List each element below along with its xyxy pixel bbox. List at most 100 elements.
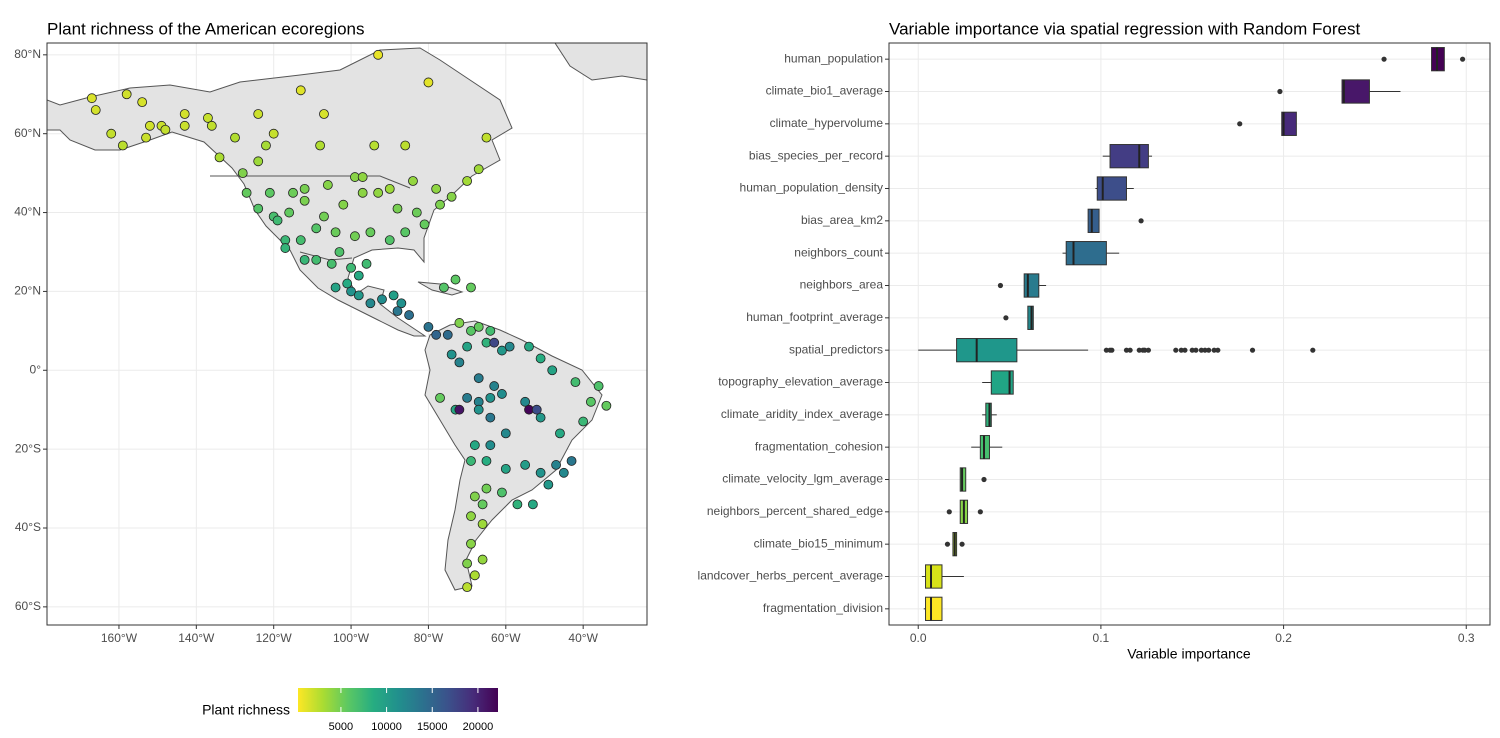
- point: [365, 227, 376, 238]
- x-tick-label: 0.0: [910, 631, 927, 645]
- colorbar-bar: [298, 688, 498, 712]
- point: [469, 570, 480, 581]
- point: [524, 341, 534, 352]
- point: [477, 519, 488, 529]
- outlier: [1142, 347, 1148, 353]
- point: [346, 262, 356, 273]
- point: [601, 400, 612, 411]
- x-tick-label: 60°W: [491, 631, 521, 645]
- point: [586, 396, 596, 407]
- point: [500, 463, 511, 474]
- outlier: [977, 509, 983, 515]
- y-tick-label: bias_species_per_record: [749, 148, 883, 162]
- point: [547, 365, 558, 376]
- point: [489, 381, 500, 391]
- point: [384, 183, 395, 194]
- y-tick-label: 60°N: [14, 126, 41, 140]
- point: [535, 467, 546, 478]
- point: [462, 558, 473, 569]
- y-tick-label: landcover_herbs_percent_average: [698, 569, 884, 583]
- box: [925, 564, 943, 589]
- point: [450, 274, 461, 285]
- point: [481, 132, 492, 143]
- north-america: [47, 47, 513, 337]
- point: [284, 207, 295, 218]
- point: [485, 412, 496, 423]
- x-axis-title: Variable importance: [1127, 646, 1251, 662]
- point: [520, 396, 531, 407]
- point: [435, 392, 445, 403]
- point: [253, 203, 264, 214]
- point: [388, 290, 399, 301]
- point: [392, 306, 403, 317]
- outlier: [1182, 347, 1188, 353]
- map-axes: 160°W 140°W 120°W 100°W 80°W 60°W 40°W 80°N 60°N…: [14, 47, 598, 645]
- x-tick-label: 0.3: [1458, 631, 1475, 645]
- point: [462, 582, 473, 593]
- outlier: [1459, 56, 1466, 62]
- point: [543, 479, 554, 490]
- box: [925, 596, 943, 621]
- outlier: [1109, 347, 1115, 353]
- colorbar-tick-label: 20000: [463, 721, 494, 733]
- point: [593, 381, 604, 391]
- point: [106, 128, 117, 139]
- outlier: [1003, 315, 1009, 321]
- box: [1281, 111, 1297, 136]
- point: [319, 109, 329, 119]
- point: [353, 290, 364, 301]
- point: [497, 389, 507, 399]
- outlier: [1193, 347, 1199, 353]
- point: [520, 460, 531, 470]
- point: [497, 345, 507, 356]
- outlier: [1310, 347, 1316, 353]
- point: [268, 128, 279, 139]
- point: [365, 298, 376, 309]
- point: [485, 325, 496, 336]
- outlier: [1145, 347, 1151, 353]
- y-tick-label: human_population: [784, 51, 883, 65]
- outlier: [1178, 347, 1184, 353]
- point: [473, 404, 484, 415]
- box: [1087, 208, 1100, 233]
- x-tick-label: 120°W: [256, 631, 293, 645]
- point: [423, 77, 434, 88]
- point: [264, 187, 275, 198]
- x-tick-label: 40°W: [568, 631, 598, 645]
- x-tick-label: 140°W: [178, 631, 215, 645]
- y-tick-label: spatial_predictors: [789, 342, 883, 356]
- point: [377, 294, 387, 305]
- point: [466, 538, 476, 549]
- point: [160, 124, 171, 135]
- point: [141, 132, 151, 143]
- point: [179, 120, 190, 131]
- y-tick-label: 20°S: [15, 441, 41, 455]
- point: [230, 132, 240, 143]
- y-tick-label: 40°S: [15, 520, 41, 534]
- point: [462, 392, 473, 403]
- y-tick-label: bias_area_km2: [801, 213, 883, 227]
- y-tick-label: climate_bio15_minimum: [754, 536, 883, 550]
- y-tick-label: neighbors_percent_shared_edge: [707, 504, 883, 518]
- outlier: [1249, 347, 1256, 353]
- point: [446, 191, 457, 202]
- box-marks: [918, 47, 1466, 621]
- outlier: [1211, 347, 1217, 353]
- box-border: [888, 42, 1491, 626]
- point: [121, 89, 132, 100]
- point: [466, 325, 476, 336]
- point: [357, 172, 368, 182]
- point: [439, 282, 449, 293]
- point: [179, 109, 190, 119]
- point: [400, 140, 411, 151]
- point: [469, 440, 480, 451]
- point: [570, 377, 581, 388]
- outlier: [1237, 121, 1243, 127]
- point: [338, 199, 349, 210]
- y-tick-label: topography_elevation_average: [718, 375, 883, 389]
- outlier: [1381, 56, 1387, 62]
- land: [47, 43, 647, 591]
- point: [361, 258, 372, 269]
- outlier: [959, 541, 965, 547]
- outlier: [1173, 347, 1179, 353]
